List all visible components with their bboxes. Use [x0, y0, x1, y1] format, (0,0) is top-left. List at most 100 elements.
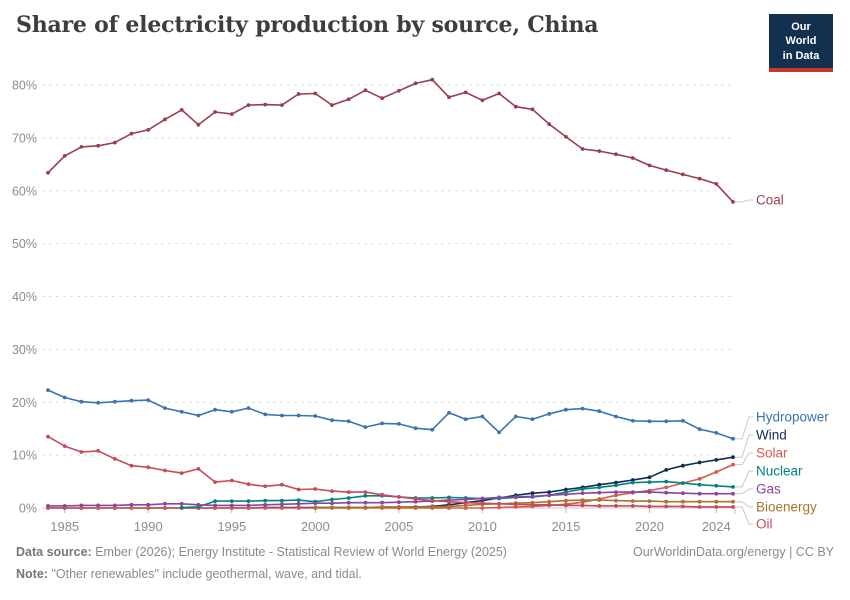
series-marker-oil: [630, 504, 635, 508]
series-marker-bioenergy: [413, 505, 418, 509]
series-marker-wind: [697, 460, 702, 465]
series-marker-solar: [697, 477, 702, 481]
series-marker-gas: [313, 501, 318, 506]
series-marker-oil: [263, 484, 268, 489]
legend-label-coal[interactable]: Coal: [756, 193, 784, 208]
series-marker-gas: [463, 497, 468, 502]
series-marker-coal: [213, 110, 218, 114]
series-marker-hydropower: [564, 407, 568, 412]
series-marker-coal: [530, 107, 535, 112]
series-marker-coal: [346, 97, 351, 102]
series-marker-coal: [380, 96, 384, 101]
series-marker-solar: [263, 506, 268, 510]
series-marker-wind: [614, 480, 618, 485]
series-marker-oil: [380, 492, 384, 497]
series-marker-bioenergy: [447, 504, 451, 509]
series-marker-gas: [163, 501, 167, 506]
y-tick-label: 80%: [12, 79, 37, 93]
legend-connector-wind: [735, 434, 753, 458]
y-tick-label: 70%: [12, 131, 37, 145]
y-tick-label: 10%: [12, 449, 37, 463]
note-text: "Other renewables" include geothermal, w…: [51, 567, 362, 581]
series-marker-oil: [363, 490, 368, 494]
series-marker-hydropower: [463, 417, 468, 422]
series-marker-bioenergy: [380, 505, 384, 509]
legend-label-oil[interactable]: Oil: [756, 517, 773, 532]
series-marker-oil: [196, 467, 201, 471]
series-marker-nuclear: [647, 480, 652, 484]
owid-logo-line1: Our World: [785, 21, 817, 48]
series-marker-coal: [363, 88, 368, 93]
series-marker-oil: [96, 449, 100, 453]
series-marker-wind: [731, 455, 735, 460]
series-marker-oil: [480, 501, 485, 506]
series-marker-hydropower: [647, 419, 652, 424]
series-marker-bioenergy: [430, 505, 435, 509]
series-marker-oil: [129, 463, 134, 468]
series-marker-nuclear: [179, 505, 184, 510]
series-marker-coal: [681, 172, 685, 177]
legend-label-solar[interactable]: Solar: [756, 446, 788, 461]
series-marker-hydropower: [681, 418, 685, 423]
series-marker-gas: [564, 492, 568, 497]
series-marker-bioenergy: [463, 503, 468, 508]
series-marker-oil: [313, 487, 318, 491]
series-marker-oil: [714, 505, 719, 509]
legend-connector-gas: [735, 488, 753, 495]
owid-logo-line2: in Data: [782, 49, 820, 62]
series-marker-coal: [146, 127, 151, 132]
legend-label-bioenergy[interactable]: Bioenergy: [756, 500, 817, 515]
series-marker-oil: [647, 504, 652, 509]
series-marker-coal: [714, 182, 719, 186]
series-marker-coal: [731, 200, 735, 204]
series-marker-wind: [630, 478, 635, 482]
series-marker-gas: [46, 504, 50, 508]
series-marker-nuclear: [363, 493, 368, 498]
series-marker-bioenergy: [363, 505, 368, 510]
series-marker-gas: [129, 502, 134, 507]
series-marker-oil: [246, 482, 251, 487]
series-marker-hydropower: [79, 399, 84, 404]
series-marker-solar: [79, 506, 84, 510]
series-marker-nuclear: [430, 496, 435, 500]
series-marker-hydropower: [196, 413, 201, 418]
legend-label-hydropower[interactable]: Hydropower: [756, 410, 829, 425]
series-marker-bioenergy: [313, 505, 318, 510]
series-marker-oil: [330, 489, 334, 493]
series-marker-oil: [614, 504, 618, 508]
series-marker-bioenergy: [714, 499, 719, 504]
series-marker-bioenergy: [580, 498, 585, 502]
series-marker-hydropower: [280, 413, 284, 418]
series-marker-solar: [280, 506, 284, 510]
series-marker-coal: [480, 98, 485, 103]
series-marker-gas: [597, 490, 602, 495]
series-marker-hydropower: [530, 417, 535, 422]
series-marker-hydropower: [497, 430, 501, 435]
series-marker-oil: [179, 471, 184, 475]
series-marker-nuclear: [296, 498, 301, 502]
legend-label-nuclear[interactable]: Nuclear: [756, 464, 803, 479]
y-tick-label: 20%: [12, 396, 37, 410]
legend-label-gas[interactable]: Gas: [756, 482, 781, 497]
series-marker-hydropower: [664, 419, 669, 424]
series-marker-nuclear: [614, 483, 618, 488]
series-marker-gas: [179, 501, 184, 506]
series-marker-nuclear: [246, 499, 251, 503]
series-marker-oil: [346, 490, 351, 494]
series-marker-solar: [229, 506, 234, 510]
owid-credit-link[interactable]: OurWorldinData.org/energy | CC BY: [632, 545, 834, 559]
series-marker-gas: [213, 503, 218, 508]
series-marker-hydropower: [62, 395, 67, 400]
series-line-gas: [47, 491, 734, 507]
series-marker-solar: [463, 506, 468, 510]
series-marker-oil: [513, 502, 518, 507]
series-marker-gas: [480, 496, 485, 501]
series-marker-oil: [397, 495, 401, 499]
series-marker-solar: [296, 506, 301, 510]
series-marker-bioenergy: [547, 499, 552, 504]
legend-label-wind[interactable]: Wind: [756, 428, 787, 443]
series-marker-gas: [497, 495, 501, 500]
owid-logo[interactable]: Our World in Data: [769, 14, 833, 72]
series-marker-bioenergy: [630, 499, 635, 503]
series-line-hydropower: [47, 389, 734, 440]
